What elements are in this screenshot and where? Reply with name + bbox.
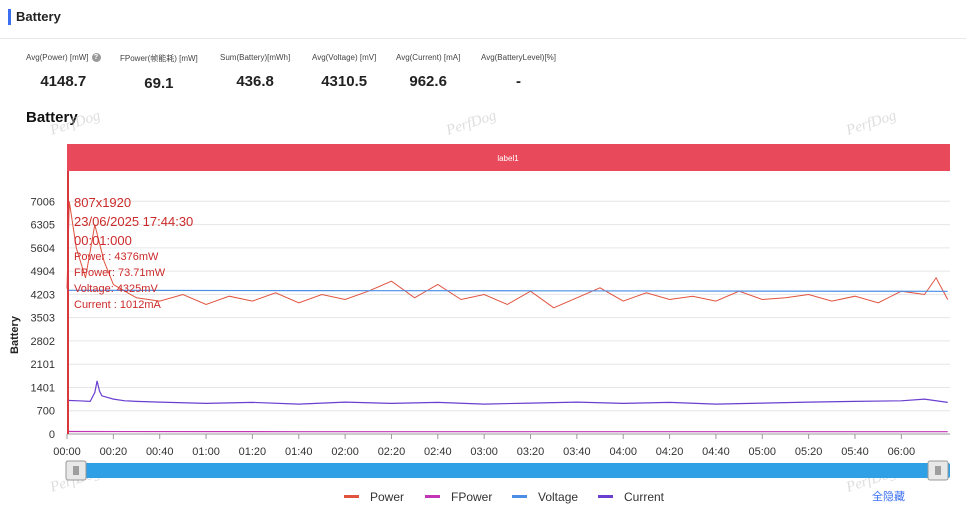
chart-title: Battery	[26, 109, 78, 126]
stat-label: Avg(Power) [mW]?	[26, 53, 101, 62]
stat-label: Avg(Voltage) [mV]	[312, 53, 376, 62]
series-line-power	[66, 201, 949, 309]
legend-swatch-current[interactable]	[598, 495, 613, 498]
stat-0: Avg(Power) [mW]? 4148.7	[26, 53, 101, 90]
stat-value: 962.6	[409, 73, 447, 90]
stat-label-text: Sum(Battery)[mWh]	[220, 53, 291, 62]
x-tick-label: 03:00	[470, 446, 498, 458]
y-tick-label: 0	[49, 429, 55, 441]
label-band	[67, 144, 950, 171]
legend-label-current[interactable]: Current	[624, 490, 665, 504]
stat-label-text: FPower(帧能耗) [mW]	[120, 54, 198, 63]
legend-label-power[interactable]: Power	[370, 490, 404, 504]
x-tick-label: 01:40	[285, 446, 313, 458]
x-tick-label: 06:00	[888, 446, 916, 458]
help-icon[interactable]: ?	[91, 53, 101, 62]
series-line-current	[66, 380, 948, 405]
x-tick-label: 00:20	[100, 446, 128, 458]
stat-value: 436.8	[236, 73, 274, 90]
x-tick-label: 04:20	[656, 446, 684, 458]
y-axis-title: Battery	[9, 315, 21, 354]
stat-label: FPower(帧能耗) [mW]	[120, 53, 198, 64]
stat-5: Avg(BatteryLevel)[%] -	[481, 53, 556, 90]
y-tick-label: 2101	[31, 359, 55, 371]
x-tick-label: 01:00	[192, 446, 220, 458]
stat-1: FPower(帧能耗) [mW] 69.1	[120, 53, 198, 92]
y-tick-label: 6305	[31, 220, 55, 232]
x-tick-label: 02:00	[331, 446, 359, 458]
stat-3: Avg(Voltage) [mV] 4310.5	[312, 53, 376, 90]
zoom-slider-track[interactable]	[67, 463, 950, 478]
stat-value: 69.1	[144, 75, 174, 92]
legend-label-voltage[interactable]: Voltage	[538, 490, 578, 504]
watermark-text: PerfDog	[843, 107, 899, 139]
watermark-text: PerfDog	[443, 107, 499, 139]
x-tick-label: 02:20	[378, 446, 406, 458]
section-accent-bar	[8, 9, 11, 25]
series-line-voltage	[66, 289, 948, 292]
tooltip-header-line: 00:01:000	[74, 233, 132, 248]
x-tick-label: 03:40	[563, 446, 591, 458]
legend-swatch-voltage[interactable]	[512, 495, 527, 498]
label-band-text: label1	[497, 154, 519, 163]
stat-label-text: Avg(Power) [mW]	[26, 53, 89, 62]
y-tick-label: 1401	[31, 382, 55, 394]
tooltip-value-line: FPower: 73.71mW	[74, 267, 166, 279]
stat-label: Avg(BatteryLevel)[%]	[481, 53, 556, 62]
section-divider	[0, 38, 966, 39]
watermark-text: PerfDog	[47, 107, 103, 139]
tooltip-header-line: 807x1920	[74, 195, 131, 210]
section-title: Battery	[16, 9, 61, 24]
x-tick-label: 04:00	[609, 446, 637, 458]
x-tick-label: 00:00	[53, 446, 81, 458]
x-tick-label: 02:40	[424, 446, 452, 458]
hide-all-button[interactable]: 全隐藏	[872, 491, 905, 503]
y-tick-label: 5604	[31, 243, 55, 255]
legend-swatch-fpower[interactable]	[425, 495, 440, 498]
tooltip-header-line: 23/06/2025 17:44:30	[74, 214, 193, 229]
stat-label: Avg(Current) [mA]	[396, 53, 460, 62]
stat-label-text: Avg(Voltage) [mV]	[312, 53, 377, 62]
stat-label-text: Avg(Current) [mA]	[396, 53, 461, 62]
y-tick-label: 2802	[31, 336, 55, 348]
x-tick-label: 00:40	[146, 446, 174, 458]
y-tick-label: 700	[37, 406, 55, 418]
x-tick-label: 03:20	[517, 446, 545, 458]
y-tick-label: 7006	[31, 196, 55, 208]
stat-4: Avg(Current) [mA] 962.6	[396, 53, 460, 90]
stat-label: Sum(Battery)[mWh]	[220, 53, 290, 62]
x-tick-label: 05:40	[841, 446, 869, 458]
stat-value: 4148.7	[40, 73, 87, 90]
legend-label-fpower[interactable]: FPower	[451, 490, 492, 504]
stat-value: -	[516, 73, 521, 90]
stat-value: 4310.5	[321, 73, 368, 90]
y-tick-label: 4904	[31, 266, 55, 278]
tooltip-value-line: Voltage: 4325mV	[74, 283, 158, 295]
x-tick-label: 04:40	[702, 446, 730, 458]
x-tick-label: 05:00	[749, 446, 777, 458]
x-tick-label: 01:20	[239, 446, 267, 458]
x-tick-label: 05:20	[795, 446, 823, 458]
legend-swatch-power[interactable]	[344, 495, 359, 498]
stat-2: Sum(Battery)[mWh] 436.8	[220, 53, 290, 90]
stat-label-text: Avg(BatteryLevel)[%]	[481, 53, 556, 62]
tooltip-value-line: Current : 1012mA	[74, 299, 161, 311]
y-tick-label: 4203	[31, 289, 55, 301]
tooltip-value-line: Power : 4376mW	[74, 251, 159, 263]
y-tick-label: 3503	[31, 313, 55, 325]
